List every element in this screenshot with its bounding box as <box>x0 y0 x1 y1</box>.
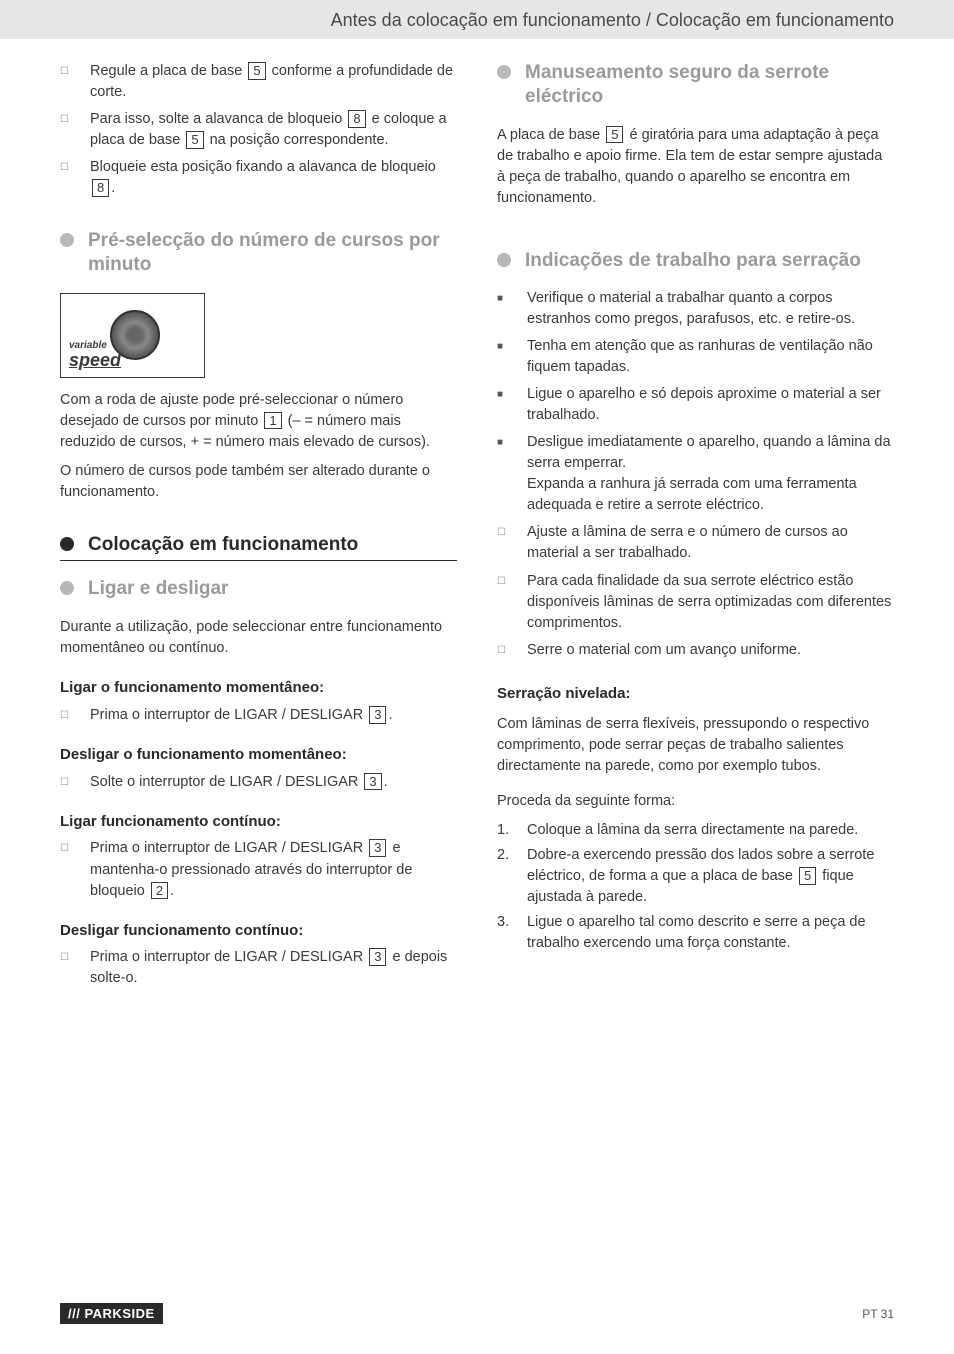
list-item: ☐ Prima o interruptor de LIGAR / DESLIGA… <box>60 838 457 901</box>
section-safe-handling: Manuseamento seguro da serrote eléctrico <box>497 61 894 109</box>
section-title: Indicações de trabalho para serração <box>525 249 861 273</box>
ref-number-box: 5 <box>606 126 623 144</box>
parkside-logo: /// PARKSIDE <box>60 1303 163 1324</box>
list-item: ■Desligue imediatamente o aparelho, quan… <box>497 432 894 516</box>
bullet-icon: ☐ <box>497 522 509 564</box>
bullet-icon: ☐ <box>497 640 509 661</box>
content-columns: ☐Regule a placa de base 5 conforme a pro… <box>0 61 954 995</box>
bullet-dot-icon <box>497 253 511 267</box>
ref-number-box: 8 <box>92 179 109 197</box>
paragraph: Durante a utilização, pode seleccionar e… <box>60 617 457 659</box>
section-title: Manuseamento seguro da serrote eléctrico <box>525 61 894 109</box>
bullet-dot-icon <box>60 537 74 551</box>
section-title: Pré-selecção do número de cursos por min… <box>88 229 457 277</box>
sub-heading: Ligar funcionamento contínuo: <box>60 811 457 833</box>
bullet-dot-icon <box>60 581 74 595</box>
bullet-dot-icon <box>497 65 511 79</box>
ref-number-box: 3 <box>369 839 386 857</box>
list-item: ☐ Solte o interruptor de LIGAR / DESLIGA… <box>60 772 457 793</box>
ref-number-box: 5 <box>799 867 816 885</box>
ref-number-box: 8 <box>348 110 365 128</box>
list-item: ☐ Prima o interruptor de LIGAR / DESLIGA… <box>60 705 457 726</box>
bullet-icon: ☐ <box>60 61 72 103</box>
bullet-icon: ☐ <box>60 705 72 726</box>
speed-label-big: speed <box>69 350 121 370</box>
bullet-icon: ☐ <box>60 157 72 199</box>
paragraph: Com lâminas de serra flexíveis, pressupo… <box>497 714 894 777</box>
ref-number-box: 5 <box>186 131 203 149</box>
section-operation: Colocação em funcionamento <box>60 533 457 562</box>
section-title: Ligar e desligar <box>88 577 228 601</box>
paragraph: Com a roda de ajuste pode pré-selecciona… <box>60 390 457 453</box>
ref-number-box: 3 <box>369 706 386 724</box>
sub-heading: Desligar funcionamento contínuo: <box>60 920 457 942</box>
paragraph: Proceda da seguinte forma: <box>497 791 894 812</box>
speed-illustration: variable speed <box>60 293 205 378</box>
bullet-icon: ■ <box>497 336 509 378</box>
section-work-instructions: Indicações de trabalho para serração <box>497 249 894 273</box>
list-item: ■Ligue o aparelho e só depois aproxime o… <box>497 384 894 426</box>
sub-heading: Ligar o funcionamento momentâneo: <box>60 677 457 699</box>
ordered-list: Coloque a lâmina da serra directamente n… <box>497 820 894 954</box>
section-title: Colocação em funcionamento <box>88 533 358 557</box>
ref-number-box: 3 <box>369 948 386 966</box>
bullet-icon: ■ <box>497 432 509 516</box>
paragraph: A placa de base 5 é giratória para uma a… <box>497 125 894 209</box>
list-item: ☐Bloqueie esta posição fixando a alavanc… <box>60 157 457 199</box>
list-item: ☐Para isso, solte a alavanca de bloqueio… <box>60 109 457 151</box>
list-item: ☐Ajuste a lâmina de serra e o número de … <box>497 522 894 564</box>
list-item: ☐Para cada finalidade da sua serrote elé… <box>497 571 894 634</box>
page-header: Antes da colocação em funcionamento / Co… <box>0 0 954 39</box>
list-item: ■Verifique o material a trabalhar quanto… <box>497 288 894 330</box>
right-column: Manuseamento seguro da serrote eléctrico… <box>497 61 894 995</box>
ref-number-box: 1 <box>264 412 281 430</box>
section-preselection: Pré-selecção do número de cursos por min… <box>60 229 457 277</box>
bullet-icon: ■ <box>497 288 509 330</box>
bullet-icon: ☐ <box>497 571 509 634</box>
list-item: ■Tenha em atenção que as ranhuras de ven… <box>497 336 894 378</box>
sub-heading: Desligar o funcionamento momentâneo: <box>60 744 457 766</box>
list-item: Dobre-a exercendo pressão dos lados sobr… <box>497 845 894 908</box>
bullet-icon: ☐ <box>60 772 72 793</box>
list-item: Coloque a lâmina da serra directamente n… <box>497 820 894 841</box>
bullet-icon: ■ <box>497 384 509 426</box>
list-item: ☐ Prima o interruptor de LIGAR / DESLIGA… <box>60 947 457 989</box>
bullet-icon: ☐ <box>60 109 72 151</box>
paragraph: O número de cursos pode também ser alter… <box>60 461 457 503</box>
list-item: ☐Regule a placa de base 5 conforme a pro… <box>60 61 457 103</box>
page-footer: /// PARKSIDE PT 31 <box>60 1303 894 1324</box>
sub-heading: Serração nivelada: <box>497 683 894 705</box>
section-on-off: Ligar e desligar <box>60 577 457 601</box>
left-column: ☐Regule a placa de base 5 conforme a pro… <box>60 61 457 995</box>
ref-number-box: 3 <box>364 773 381 791</box>
ref-number-box: 5 <box>248 62 265 80</box>
bullet-dot-icon <box>60 233 74 247</box>
bullet-icon: ☐ <box>60 838 72 901</box>
bullet-icon: ☐ <box>60 947 72 989</box>
ref-number-box: 2 <box>151 882 168 900</box>
page-number: PT 31 <box>862 1307 894 1321</box>
list-item: Ligue o aparelho tal como descrito e ser… <box>497 912 894 954</box>
list-item: ☐Serre o material com um avanço uniforme… <box>497 640 894 661</box>
